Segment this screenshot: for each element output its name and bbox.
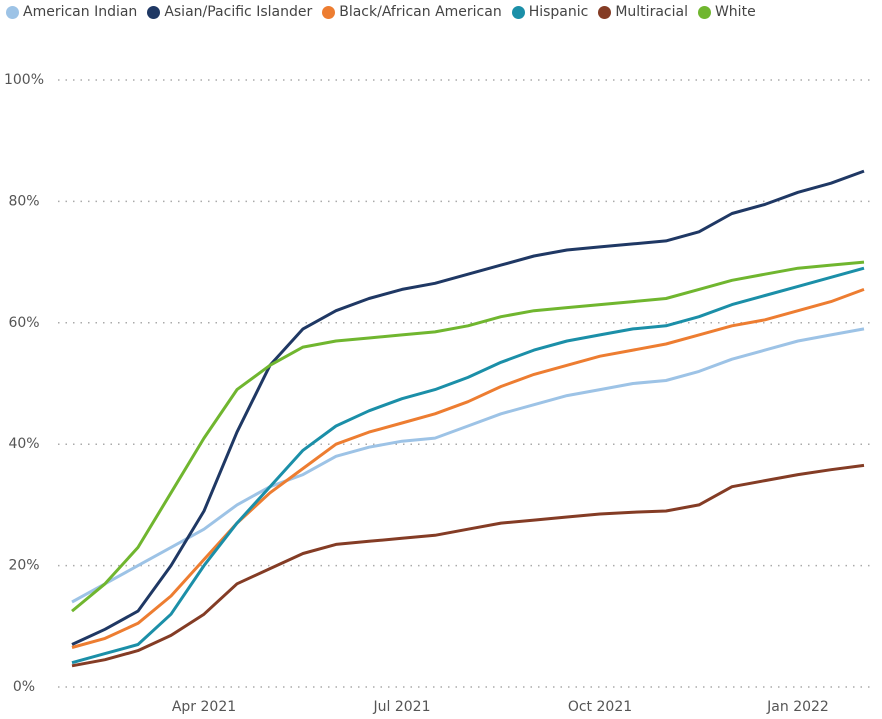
y-tick-label: 100% <box>4 72 44 88</box>
series-line <box>71 169 865 646</box>
legend-swatch <box>147 5 161 19</box>
series-line <box>71 327 865 604</box>
x-tick-label: Jan 2022 <box>766 699 829 715</box>
x-tick-label: Jul 2021 <box>373 699 431 715</box>
y-tick-label: 40% <box>8 436 39 452</box>
series-line <box>71 287 865 649</box>
legend-item: Asian/Pacific Islander <box>147 4 312 20</box>
legend-item: American Indian <box>6 4 137 20</box>
legend-label: Asian/Pacific Islander <box>164 4 313 20</box>
legend-label: Hispanic <box>528 4 589 20</box>
legend-swatch <box>598 5 612 19</box>
x-tick-label: Oct 2021 <box>568 699 632 715</box>
legend-swatch <box>697 5 711 19</box>
legend-label: Black/African American <box>339 4 502 20</box>
legend-item: Hispanic <box>511 4 589 20</box>
legend-swatch <box>6 5 19 19</box>
legend: American Indian Asian/Pacific Islander Bla… <box>6 4 756 20</box>
legend-label: American Indian <box>23 4 138 20</box>
legend-item: Multiracial <box>598 4 688 20</box>
legend-label: Multiracial <box>615 4 688 20</box>
legend-swatch <box>511 5 525 19</box>
y-tick-label: 0% <box>13 679 35 695</box>
y-tick-label: 80% <box>8 193 39 209</box>
legend-label: White <box>714 4 756 20</box>
legend-item: Black/African American <box>322 4 502 20</box>
legend-item: White <box>697 4 756 20</box>
y-tick-label: 60% <box>8 315 39 331</box>
legend-swatch <box>322 5 336 19</box>
series-line <box>71 266 865 665</box>
series-line <box>71 260 865 613</box>
y-tick-label: 20% <box>8 558 39 574</box>
x-tick-label: Apr 2021 <box>172 699 236 715</box>
series-line <box>71 463 865 668</box>
